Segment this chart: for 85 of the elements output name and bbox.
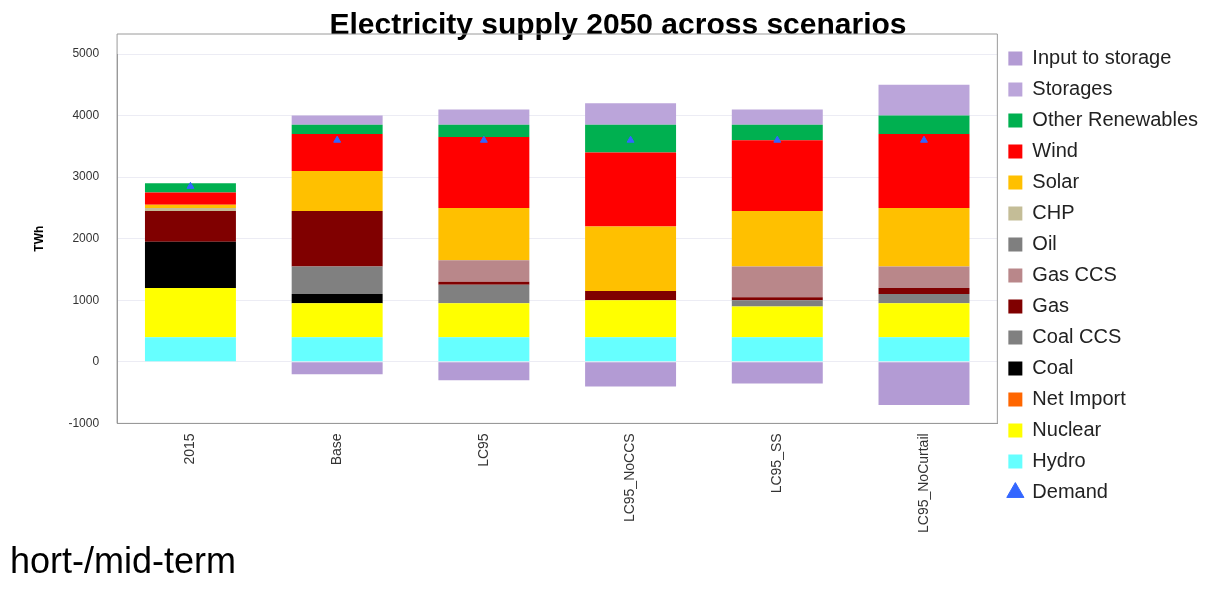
bar — [731, 124, 823, 141]
bar — [878, 303, 970, 338]
bar — [438, 284, 530, 304]
bar — [585, 152, 677, 227]
legend-label: Coal — [1032, 356, 1074, 379]
legend-label: Storages — [1032, 77, 1113, 100]
bar — [585, 337, 677, 362]
legend-label: Gas — [1032, 294, 1070, 317]
bar — [438, 137, 530, 208]
bar — [731, 140, 823, 211]
chart-title: Electricity supply 2050 across scenarios — [329, 7, 907, 41]
bar — [291, 337, 383, 362]
bar — [731, 109, 823, 125]
x-tick-label: 2015 — [181, 433, 198, 465]
bar — [144, 287, 236, 338]
bar — [585, 103, 677, 125]
bar — [291, 170, 383, 211]
bar — [291, 266, 383, 295]
bar — [438, 124, 530, 138]
bar — [438, 362, 530, 381]
bar — [585, 291, 677, 301]
legend-label: Input to storage — [1032, 46, 1172, 69]
bar — [878, 362, 970, 405]
bar — [291, 115, 383, 125]
bar — [144, 241, 236, 288]
bar — [585, 362, 677, 387]
bar — [585, 226, 677, 292]
bar — [585, 300, 677, 338]
bar — [878, 287, 970, 295]
bar — [878, 207, 970, 267]
legend-label: CHP — [1032, 201, 1075, 224]
y-tick-label: 2000 — [72, 231, 100, 246]
x-tick-label: LC95 — [474, 433, 491, 467]
bar — [438, 207, 530, 261]
y-tick-label: 5000 — [72, 46, 100, 61]
legend-label: Gas CCS — [1032, 263, 1117, 286]
text: hort-/mid-term — [10, 539, 237, 581]
bar — [291, 362, 383, 375]
y-tick-label: -1000 — [68, 415, 100, 430]
bar — [731, 306, 823, 338]
bar — [438, 260, 530, 282]
bar — [878, 266, 970, 288]
legend-label: Net Import — [1032, 387, 1127, 410]
y-tick-label: 0 — [92, 354, 100, 369]
x-tick-label: LC95_NoCurtail — [914, 433, 931, 533]
bar — [878, 115, 970, 135]
y-tick-label: 3000 — [72, 169, 100, 184]
legend-label: Oil — [1032, 232, 1057, 255]
bar — [731, 300, 823, 307]
bar — [291, 210, 383, 267]
x-tick-label: LC95_SS — [768, 433, 785, 494]
x-tick-label: LC95_NoCCS — [621, 433, 638, 523]
legend-label: Wind — [1032, 139, 1078, 162]
bar — [144, 337, 236, 362]
legend-label: Hydro — [1032, 449, 1086, 472]
legend-label: Solar — [1032, 170, 1080, 193]
bar — [731, 337, 823, 362]
y-axis-title: TWh — [31, 225, 46, 252]
bar — [291, 124, 383, 135]
bar — [731, 210, 823, 267]
bar — [731, 362, 823, 384]
bar — [731, 266, 823, 298]
bar — [438, 303, 530, 338]
legend-label: Demand — [1032, 480, 1108, 503]
bar — [291, 134, 383, 171]
bar — [438, 281, 530, 285]
bar — [438, 337, 530, 362]
x-tick-label: Base — [328, 433, 345, 466]
bar — [144, 183, 236, 193]
legend-label: Coal CCS — [1032, 325, 1122, 348]
y-tick-label: 1000 — [72, 292, 100, 307]
bar — [878, 337, 970, 362]
bar — [291, 294, 383, 304]
bar — [144, 210, 236, 242]
bar — [585, 124, 677, 153]
bar — [878, 84, 970, 116]
bar — [878, 294, 970, 304]
bar — [291, 303, 383, 338]
legend-label: Nuclear — [1032, 418, 1102, 441]
bar — [438, 109, 530, 125]
y-tick-label: 4000 — [72, 107, 100, 122]
bar — [731, 297, 823, 301]
bar — [144, 192, 236, 205]
bar — [878, 134, 970, 208]
legend-label: Other Renewables — [1032, 108, 1199, 131]
